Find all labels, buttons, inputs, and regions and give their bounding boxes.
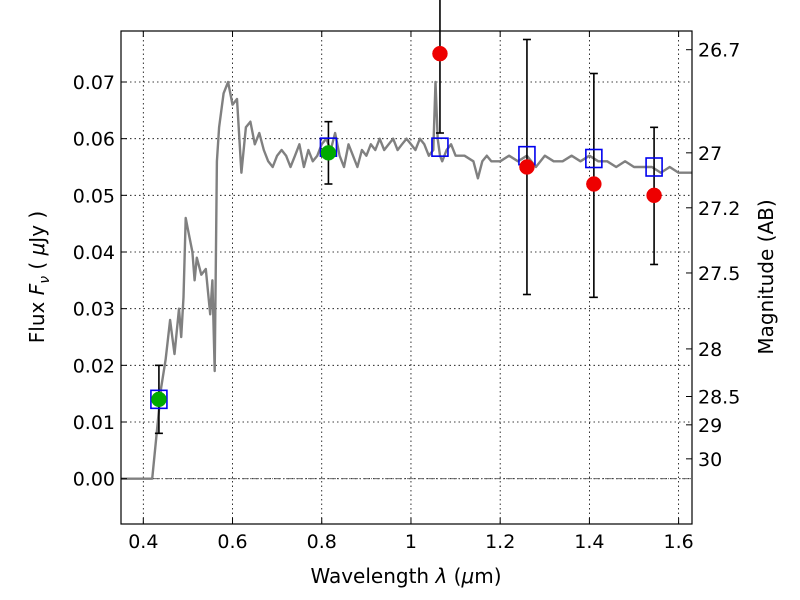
markers xyxy=(150,45,663,410)
model-band-square xyxy=(585,148,603,169)
y-tick-label: 0.04 xyxy=(73,242,115,264)
x-tick-label: 1.2 xyxy=(485,531,515,553)
magnitude-tick-label: 27 xyxy=(698,143,722,165)
green-data-point xyxy=(151,391,167,408)
x-tick-label: 1.4 xyxy=(574,531,604,553)
x-tick-label: 1 xyxy=(405,531,417,553)
magnitude-tick-label: 28.5 xyxy=(698,387,740,409)
magnitude-tick-label: 30 xyxy=(698,449,722,471)
red-data-point xyxy=(586,176,602,192)
axis-ticks: 0.4 0.6 0.8 1 1.2 1.4 1.6 0.00 0.01 0.02 0.03 0.04 0… xyxy=(73,31,740,553)
y-tick-label: 0.07 xyxy=(73,72,115,94)
y-tick-label: 0.01 xyxy=(73,412,115,434)
model-band-square xyxy=(645,157,663,177)
magnitude-tick-label: 28 xyxy=(698,339,722,361)
plot-frame xyxy=(120,30,693,525)
y-tick-label: 0.00 xyxy=(73,469,115,491)
magnitude-tick-label: 27.2 xyxy=(698,198,740,220)
red-data-point xyxy=(646,187,662,204)
y-tick-label: 0.03 xyxy=(73,299,115,321)
y-axis-title: Flux Fν ( μJy ) xyxy=(25,211,53,343)
magnitude-tick-label: 26.7 xyxy=(698,40,740,62)
model-band-square xyxy=(431,137,449,157)
x-tick-label: 0.4 xyxy=(128,531,158,553)
magnitude-tick-label: 29 xyxy=(698,415,722,437)
red-data-point xyxy=(519,159,535,175)
model-band-square xyxy=(150,389,168,410)
right-y-axis-title: Magnitude (AB) xyxy=(754,199,778,354)
magnitude-tick-label: 27.5 xyxy=(698,263,740,285)
y-tick-label: 0.06 xyxy=(73,129,115,151)
red-data-point xyxy=(432,45,448,62)
x-tick-label: 1.6 xyxy=(664,531,694,553)
green-data-point xyxy=(320,145,337,161)
x-tick-label: 0.8 xyxy=(307,531,337,553)
x-axis-title: Wavelength λ (μm) xyxy=(310,564,501,588)
y-tick-label: 0.05 xyxy=(73,185,115,207)
x-tick-label: 0.6 xyxy=(217,531,247,553)
y-tick-label: 0.02 xyxy=(73,355,115,377)
